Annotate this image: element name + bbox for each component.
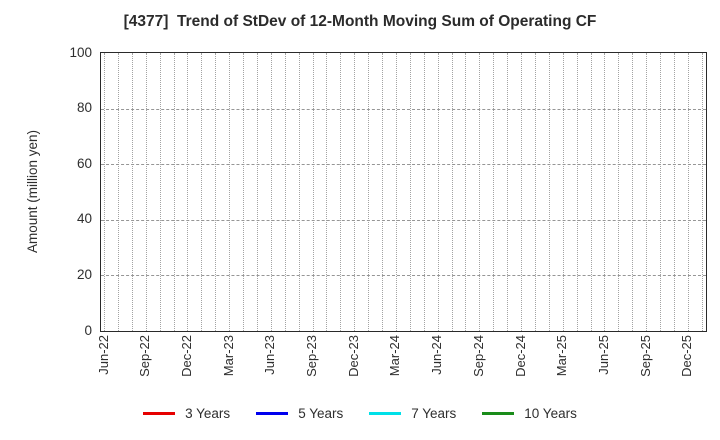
x-tick-label: Jun-24 [429,335,445,375]
v-gridline [340,53,342,331]
h-gridline [101,219,706,221]
x-tick-label: Dec-24 [512,335,528,377]
v-gridline [451,53,453,331]
legend-label-7-years: 7 Years [411,405,457,421]
x-tick-label: Jun-22 [95,335,111,375]
v-gridline [312,53,314,331]
v-gridline [145,53,147,331]
v-gridline [201,53,203,331]
legend-line-3-years-icon [143,411,176,415]
v-gridline [493,53,495,331]
y-axis-label-text: Amount (million yen) [25,129,41,253]
x-tick-label: Dec-25 [679,335,695,377]
v-gridline [298,53,300,331]
y-tick-label: 0 [84,322,92,338]
v-gridline [270,53,272,331]
legend-label-10-years: 10 Years [524,405,577,421]
x-tick-label: Dec-22 [178,335,194,377]
chart-title: [4377] Trend of StDev of 12-Month Moving… [123,13,597,30]
v-gridline [701,53,703,331]
v-gridline [382,53,383,331]
v-gridline [632,53,634,331]
v-gridline [256,53,258,331]
v-gridline [409,53,411,331]
x-tick-label: Mar-25 [554,335,570,377]
x-tick-label: Sep-22 [137,335,153,377]
legend: 3 Years 5 Years 7 Years 10 Years [0,402,720,424]
x-tick-label: Mar-24 [387,335,403,377]
plot-area [100,52,707,332]
v-gridline [660,53,661,331]
legend-line-10-years-icon [482,411,515,415]
v-gridline [562,53,564,331]
x-tick-label: Jun-25 [595,335,611,375]
v-gridline [646,53,648,331]
x-tick-label: Sep-25 [637,335,653,377]
h-gridline [101,164,706,166]
v-gridline [117,53,119,331]
y-tick-label: 60 [76,155,92,171]
x-tick-label: Sep-24 [470,335,486,377]
v-gridline [187,53,189,331]
v-gridline [159,53,161,331]
v-gridline [521,53,522,331]
v-gridline [604,53,606,331]
v-gridline [548,53,550,331]
v-gridline [423,53,425,331]
v-gridline [465,53,467,331]
legend-line-7-years-icon [369,411,402,415]
v-gridline [131,53,133,331]
legend-item-7-years: 7 Years [369,406,456,421]
v-gridline [354,53,356,331]
legend-item-5-years: 5 Years [256,406,343,421]
v-gridline [243,53,244,331]
v-gridline [395,53,397,331]
y-tick-label: 80 [76,100,92,116]
v-gridline [507,53,509,331]
v-gridline [479,53,481,331]
x-tick-label: Jun-23 [262,335,278,375]
y-axis-label: Amount (million yen) [20,52,46,330]
y-tick-label: 20 [76,266,92,282]
v-gridline [673,53,675,331]
v-gridline [326,53,328,331]
v-gridline [576,53,578,331]
v-gridline [368,53,370,331]
h-gridline [101,275,706,277]
legend-item-10-years: 10 Years [482,406,577,421]
h-gridline [101,108,706,110]
v-gridline [590,53,592,331]
v-gridline [104,53,105,331]
x-tick-label: Mar-23 [220,335,236,377]
v-gridline [215,53,217,331]
x-tick-label: Dec-23 [345,335,361,377]
v-gridline [437,53,439,331]
y-tick-label: 100 [69,44,92,60]
legend-line-5-years-icon [256,411,289,415]
v-gridline [229,53,231,331]
legend-label-3-years: 3 Years [185,405,231,421]
v-gridline [534,53,536,331]
legend-label-5-years: 5 Years [298,405,344,421]
x-tick-label: Sep-23 [304,335,319,377]
v-gridline [618,53,620,331]
legend-item-3-years: 3 Years [143,406,230,421]
v-gridline [284,53,286,331]
y-tick-label: 40 [76,211,92,227]
v-gridline [687,53,689,331]
v-gridline [173,53,175,331]
